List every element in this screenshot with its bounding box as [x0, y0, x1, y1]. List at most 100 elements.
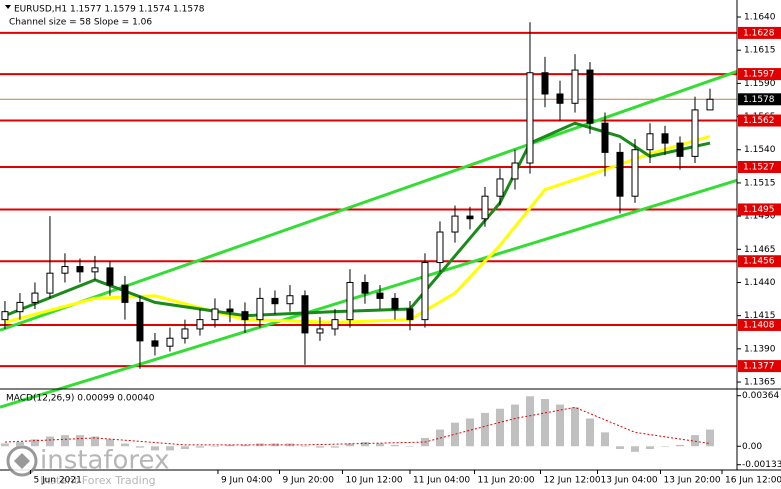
macd-bar: [360, 442, 369, 447]
macd-bar: [660, 446, 669, 447]
macd-bar: [120, 443, 129, 447]
x-tick-label: 12 Jun 12:00: [543, 476, 600, 486]
candle-body: [481, 195, 489, 220]
level-box: [738, 318, 781, 331]
channel-lower: [0, 178, 738, 409]
candle-body: [571, 69, 579, 104]
level-label: 1.1408: [743, 320, 775, 330]
macd-bar: [495, 408, 504, 447]
candle-body: [286, 295, 294, 305]
channel-info: Channel size = 58 Slope = 1.06: [9, 18, 152, 28]
macd-bar: [30, 439, 39, 447]
candle-body: [451, 215, 459, 233]
macd-bar: [225, 444, 234, 447]
macd-bar: [705, 429, 714, 447]
macd-bar: [90, 436, 99, 447]
macd-y-tick-label: 0.00364: [742, 391, 779, 401]
macd-bar: [150, 446, 159, 451]
macd-bar: [195, 446, 204, 448]
macd-bar: [300, 446, 309, 447]
moving-average: [4, 135, 711, 324]
candle-body: [691, 109, 699, 157]
macd-bar: [315, 446, 324, 448]
macd-bar: [390, 444, 399, 447]
candle-body: [496, 178, 504, 197]
macd-bar: [135, 446, 144, 448]
candle-body: [121, 284, 129, 303]
macd-bar: [255, 443, 264, 447]
candle-body: [61, 266, 69, 274]
candle-body: [31, 292, 39, 303]
x-tick-label: 9 Jun 20:00: [282, 476, 334, 486]
candle-body: [631, 149, 639, 197]
candle-body: [466, 215, 474, 220]
macd-bar: [180, 446, 189, 450]
macd-bar: [570, 407, 579, 447]
macd-bar: [75, 435, 84, 447]
macd-bar: [675, 444, 684, 447]
macd-bar: [540, 399, 549, 447]
macd-bar: [60, 435, 69, 447]
candle-body: [316, 328, 324, 334]
macd-bar: [435, 429, 444, 447]
macd-bar: [375, 443, 384, 447]
x-tick-label: 11 Jun 20:00: [477, 476, 534, 486]
macd-bar: [615, 446, 624, 450]
candle-body: [16, 301, 24, 313]
candle-body: [301, 295, 309, 334]
level-label: 1.1527: [743, 162, 775, 172]
candle-body: [1, 311, 9, 321]
level-label: 1.1562: [743, 116, 775, 126]
candle-body: [676, 142, 684, 157]
macd-bar: [45, 436, 54, 447]
level-box: [738, 360, 781, 373]
candle-body: [361, 281, 369, 294]
macd-bar: [465, 418, 474, 447]
candle-body: [181, 328, 189, 339]
candle-body: [511, 162, 519, 180]
macd-bar: [0, 443, 9, 447]
candle-body: [526, 72, 534, 164]
candle-body: [421, 262, 429, 321]
candle-body: [346, 281, 354, 321]
x-tick-label: 13 Jun 04:00: [600, 476, 657, 486]
y-tick-label: 1.1640: [744, 12, 776, 22]
current-price-box: [738, 93, 781, 106]
level-box: [738, 160, 781, 173]
level-label: 1.1597: [743, 70, 775, 80]
macd-y-tick-label: 0.00: [742, 442, 762, 452]
y-tick-label: 1.1465: [744, 245, 776, 255]
x-tick-label: 11 Jun 04:00: [413, 476, 470, 486]
candle-body: [241, 311, 249, 321]
macd-bar: [105, 439, 114, 447]
macd-y-tick-label: -0.00133: [742, 460, 781, 470]
candle-body: [436, 231, 444, 264]
symbol-arrow: [5, 5, 11, 9]
macd-bar: [555, 404, 564, 447]
macd-bar: [405, 446, 414, 447]
macd-bar: [525, 396, 534, 447]
watermark: instaforex Instant Forex Trading: [6, 445, 169, 487]
x-tick-label: 16 Jun 12:00: [725, 476, 781, 486]
candle-body: [601, 122, 609, 153]
candle-body: [91, 267, 99, 273]
candle-body: [406, 308, 414, 321]
candle-body: [106, 267, 114, 286]
x-tick-label: 5 Jun 2021: [33, 476, 81, 486]
macd-bar: [690, 435, 699, 447]
macd-bar: [240, 444, 249, 447]
tagline: Instant Forex Trading: [40, 474, 156, 487]
macd-bar: [480, 412, 489, 447]
candle-body: [331, 319, 339, 330]
macd-signal: [4, 406, 711, 446]
level-box: [738, 203, 781, 216]
level-box: [738, 114, 781, 127]
candle-body: [661, 133, 669, 144]
level-label: 1.1377: [743, 362, 775, 372]
candle-body: [256, 297, 264, 321]
x-tick-label: 13 Jun 20:00: [663, 476, 720, 486]
macd-title: MACD(12,26,9) 0.00099 0.00040: [6, 394, 155, 404]
candle-body: [196, 319, 204, 330]
